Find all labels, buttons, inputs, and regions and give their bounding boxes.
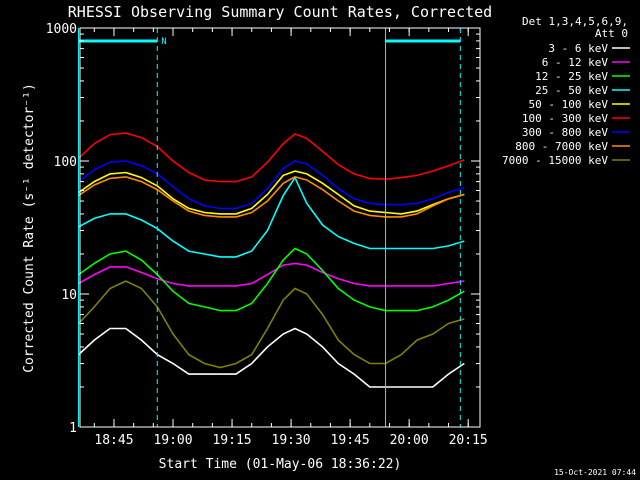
x-tick-label: 19:45 (331, 433, 370, 448)
y-tick-label: 10 (61, 288, 77, 303)
y-tick-group: 1 10 100 1000 (46, 22, 480, 436)
series-line-50-100-kev (78, 170, 465, 215)
legend-label: 300 - 800 keV (522, 126, 608, 139)
x-tick-group: 18:45 19:00 19:15 19:30 19:45 20:00 20:15 (93, 28, 488, 448)
series-line-800-7000-kev (78, 176, 465, 218)
y-tick-label: 100 (54, 155, 77, 170)
series-line-12-25-kev (78, 247, 465, 312)
legend-label: 100 - 300 keV (522, 112, 608, 125)
series-line-25-50-kev (78, 175, 465, 258)
series-line-100-300-kev (78, 132, 465, 183)
legend-label: 12 - 25 keV (535, 70, 608, 83)
x-tick-label: 19:15 (212, 433, 251, 448)
legend-label: 800 - 7000 keV (515, 140, 608, 153)
series-line-300-800-kev (78, 160, 465, 210)
legend-label: 25 - 50 keV (535, 84, 608, 97)
chart-title: RHESSI Observing Summary Count Rates, Co… (68, 3, 492, 21)
legend-label: 3 - 6 keV (548, 42, 608, 55)
footer-date: 15-Oct-2021 07:44 (554, 468, 636, 477)
series-line-6-12-kev (78, 262, 465, 287)
marker-layer: N (78, 28, 461, 427)
night-marker-label: N (161, 37, 166, 47)
series-line-7000-15000-kev (78, 280, 465, 369)
attenuator-info: Att 0 (595, 27, 628, 40)
y-tick-label: 1 (69, 421, 77, 436)
detector-info: Det 1,3,4,5,6,9, (522, 15, 628, 28)
x-tick-label: 20:15 (449, 433, 488, 448)
legend-label: 50 - 100 keV (529, 98, 609, 111)
y-axis-label: Corrected Count Rate (s⁻¹ detector⁻¹) (22, 83, 37, 373)
series-line-3-6-kev (78, 327, 465, 388)
x-axis-label: Start Time (01-May-06 18:36:22) (159, 457, 402, 472)
x-tick-label: 19:30 (272, 433, 311, 448)
legend-label: 6 - 12 keV (542, 56, 609, 69)
legend-label: 7000 - 15000 keV (502, 154, 608, 167)
y-tick-label: 1000 (46, 22, 77, 37)
x-tick-label: 19:00 (153, 433, 192, 448)
x-tick-label: 18:45 (94, 433, 133, 448)
x-tick-label: 20:00 (390, 433, 429, 448)
series-layer (78, 132, 465, 388)
plot-frame (79, 27, 481, 428)
